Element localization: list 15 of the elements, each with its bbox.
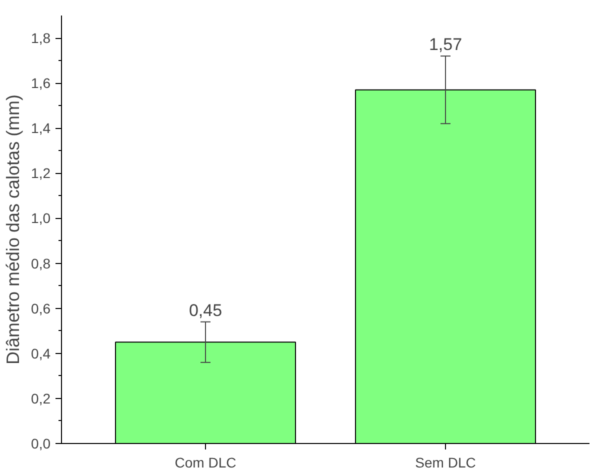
x-tick-label: Com DLC bbox=[174, 454, 236, 470]
y-tick-label: 0,4 bbox=[31, 345, 51, 362]
x-tick-label: Sem DLC bbox=[415, 454, 476, 470]
y-tick-label: 1,2 bbox=[31, 165, 51, 182]
y-tick-label: 1,0 bbox=[31, 210, 51, 226]
y-tick-label: 0,6 bbox=[31, 300, 51, 316]
y-axis-title: Diâmetro médio das calotas (mm) bbox=[3, 94, 24, 365]
y-tick-label: 0,0 bbox=[31, 436, 51, 452]
y-tick-label: 0,8 bbox=[31, 255, 51, 272]
y-tick-label: 0,2 bbox=[31, 390, 51, 406]
y-tick-label: 1,8 bbox=[31, 30, 51, 46]
data-label: 1,57 bbox=[428, 35, 462, 54]
y-tick-label: 1,4 bbox=[31, 120, 51, 136]
data-label: 0,45 bbox=[188, 300, 222, 320]
y-tick-label: 1,6 bbox=[31, 75, 51, 92]
